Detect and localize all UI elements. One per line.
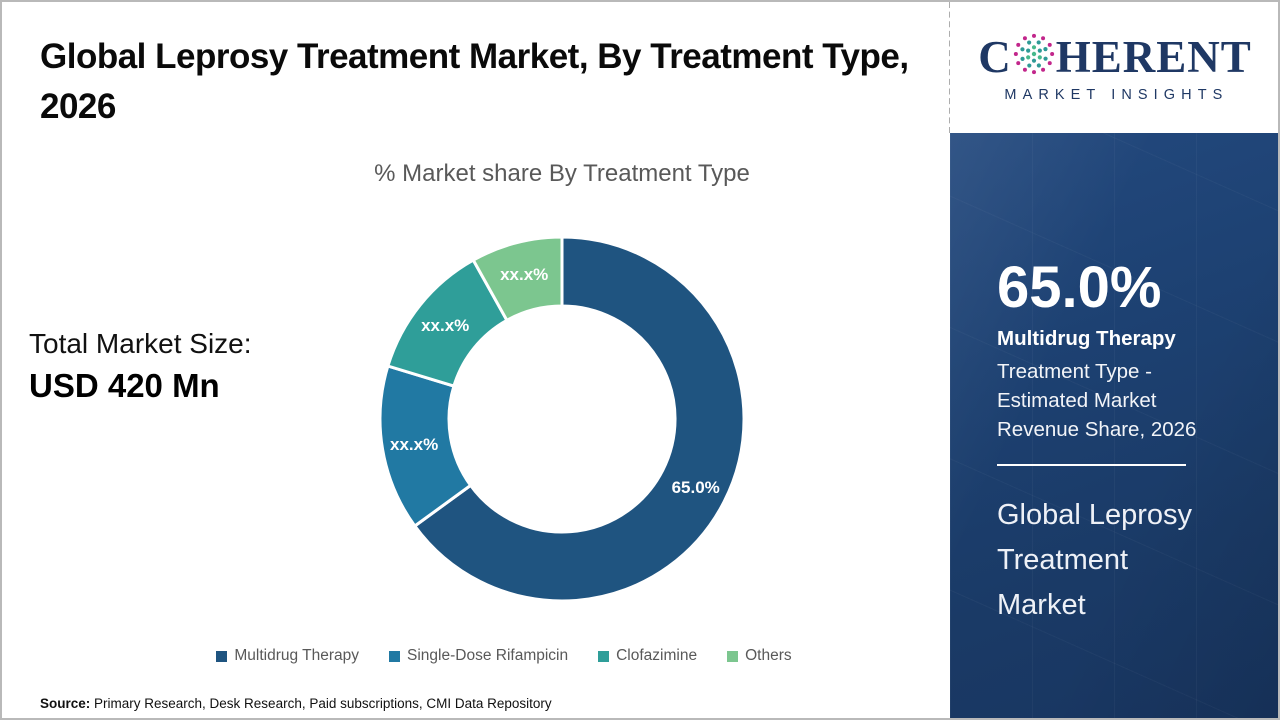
logo-letter-c: C: [978, 32, 1012, 82]
coherent-logo: C HERENT MARKET INSIGHTS: [950, 2, 1278, 133]
sidebar-market-name: Global Leprosy Treatment Market: [997, 493, 1192, 628]
logo-word-rest: HERENT: [1055, 32, 1252, 82]
source-text: Primary Research, Desk Research, Paid su…: [90, 696, 552, 711]
total-market-value: USD 420 Mn: [29, 367, 220, 404]
legend-label: Multidrug Therapy: [234, 647, 360, 664]
donut-slice-multidrug-therapy: [412, 235, 746, 603]
sidebar-highlight-value: 65.0%: [997, 255, 1162, 320]
sidebar-desc-line: Treatment Type -: [997, 360, 1152, 383]
legend-item-multidrug-therapy: Multidrug Therapy: [216, 647, 359, 665]
legend-swatch-icon: [216, 650, 228, 662]
sidebar-market-name-line: Market: [997, 589, 1086, 621]
sidebar-market-name-line: Treatment: [997, 544, 1129, 576]
legend-swatch-icon: [389, 650, 401, 662]
globe-dots-icon: [1013, 33, 1055, 83]
sidebar-market-name-line: Global Leprosy: [997, 499, 1193, 531]
slice-label: xx.x%: [421, 316, 469, 335]
slice-label: 65.0%: [672, 478, 720, 497]
legend-item-clofazimine: Clofazimine: [598, 647, 697, 665]
source-label: Source:: [40, 696, 91, 711]
source-line: Source: Primary Research, Desk Research,…: [40, 696, 552, 711]
sidebar-desc-line: Revenue Share, 2026: [997, 418, 1197, 441]
slice-label: xx.x%: [500, 265, 548, 284]
legend-swatch-icon: [598, 650, 610, 662]
sidebar-desc-line: Estimated Market: [997, 389, 1157, 412]
sidebar-highlight-title: Multidrug Therapy: [997, 327, 1176, 350]
total-market-size: Total Market Size: USD 420 Mn: [29, 324, 252, 408]
donut-chart: 65.0% xx.x% xx.x% xx.x%: [378, 235, 746, 603]
legend-item-single-dose-rifampicin: Single-Dose Rifampicin: [389, 647, 568, 665]
logo-subtitle: MARKET INSIGHTS: [1004, 86, 1229, 103]
legend-item-others: Others: [727, 647, 792, 665]
logo-wordmark: C HERENT: [978, 33, 1252, 83]
sidebar-divider: [997, 464, 1186, 466]
page-title: Global Leprosy Treatment Market, By Trea…: [40, 37, 909, 126]
slice-label: xx.x%: [390, 435, 438, 454]
donut-slice-others: [471, 235, 564, 323]
legend-swatch-icon: [727, 650, 739, 662]
sidebar-panel: 65.0% Multidrug Therapy Treatment Type -…: [950, 133, 1278, 718]
total-market-label: Total Market Size:: [29, 328, 252, 359]
chart-legend: Multidrug Therapy Single-Dose Rifampicin C…: [29, 647, 979, 665]
sidebar-highlight-desc: Treatment Type - Estimated Market Revenu…: [997, 357, 1196, 444]
legend-label: Single-Dose Rifampicin: [407, 647, 569, 664]
chart-title: % Market share By Treatment Type: [374, 160, 750, 187]
legend-label: Others: [745, 647, 792, 664]
legend-label: Clofazimine: [616, 647, 698, 664]
